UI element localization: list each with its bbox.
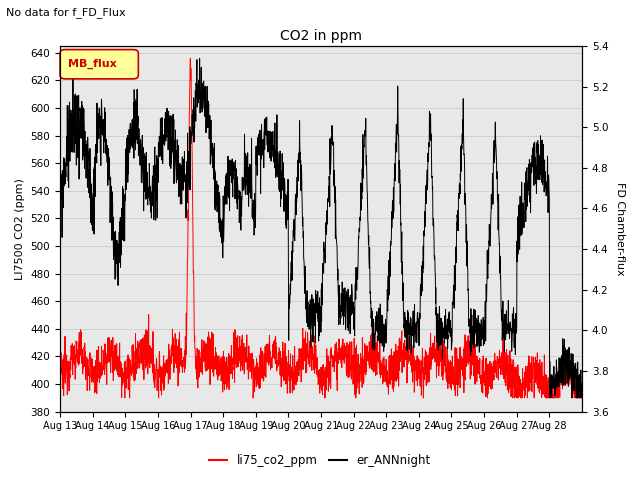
Legend: li75_co2_ppm, er_ANNnight: li75_co2_ppm, er_ANNnight [205, 449, 435, 472]
Text: MB_flux: MB_flux [68, 59, 116, 70]
Y-axis label: FD Chamber-flux: FD Chamber-flux [615, 182, 625, 276]
Y-axis label: LI7500 CO2 (ppm): LI7500 CO2 (ppm) [15, 178, 25, 280]
Title: CO2 in ppm: CO2 in ppm [280, 29, 362, 43]
Text: No data for f_FD_Flux: No data for f_FD_Flux [6, 7, 126, 18]
FancyBboxPatch shape [60, 49, 138, 79]
